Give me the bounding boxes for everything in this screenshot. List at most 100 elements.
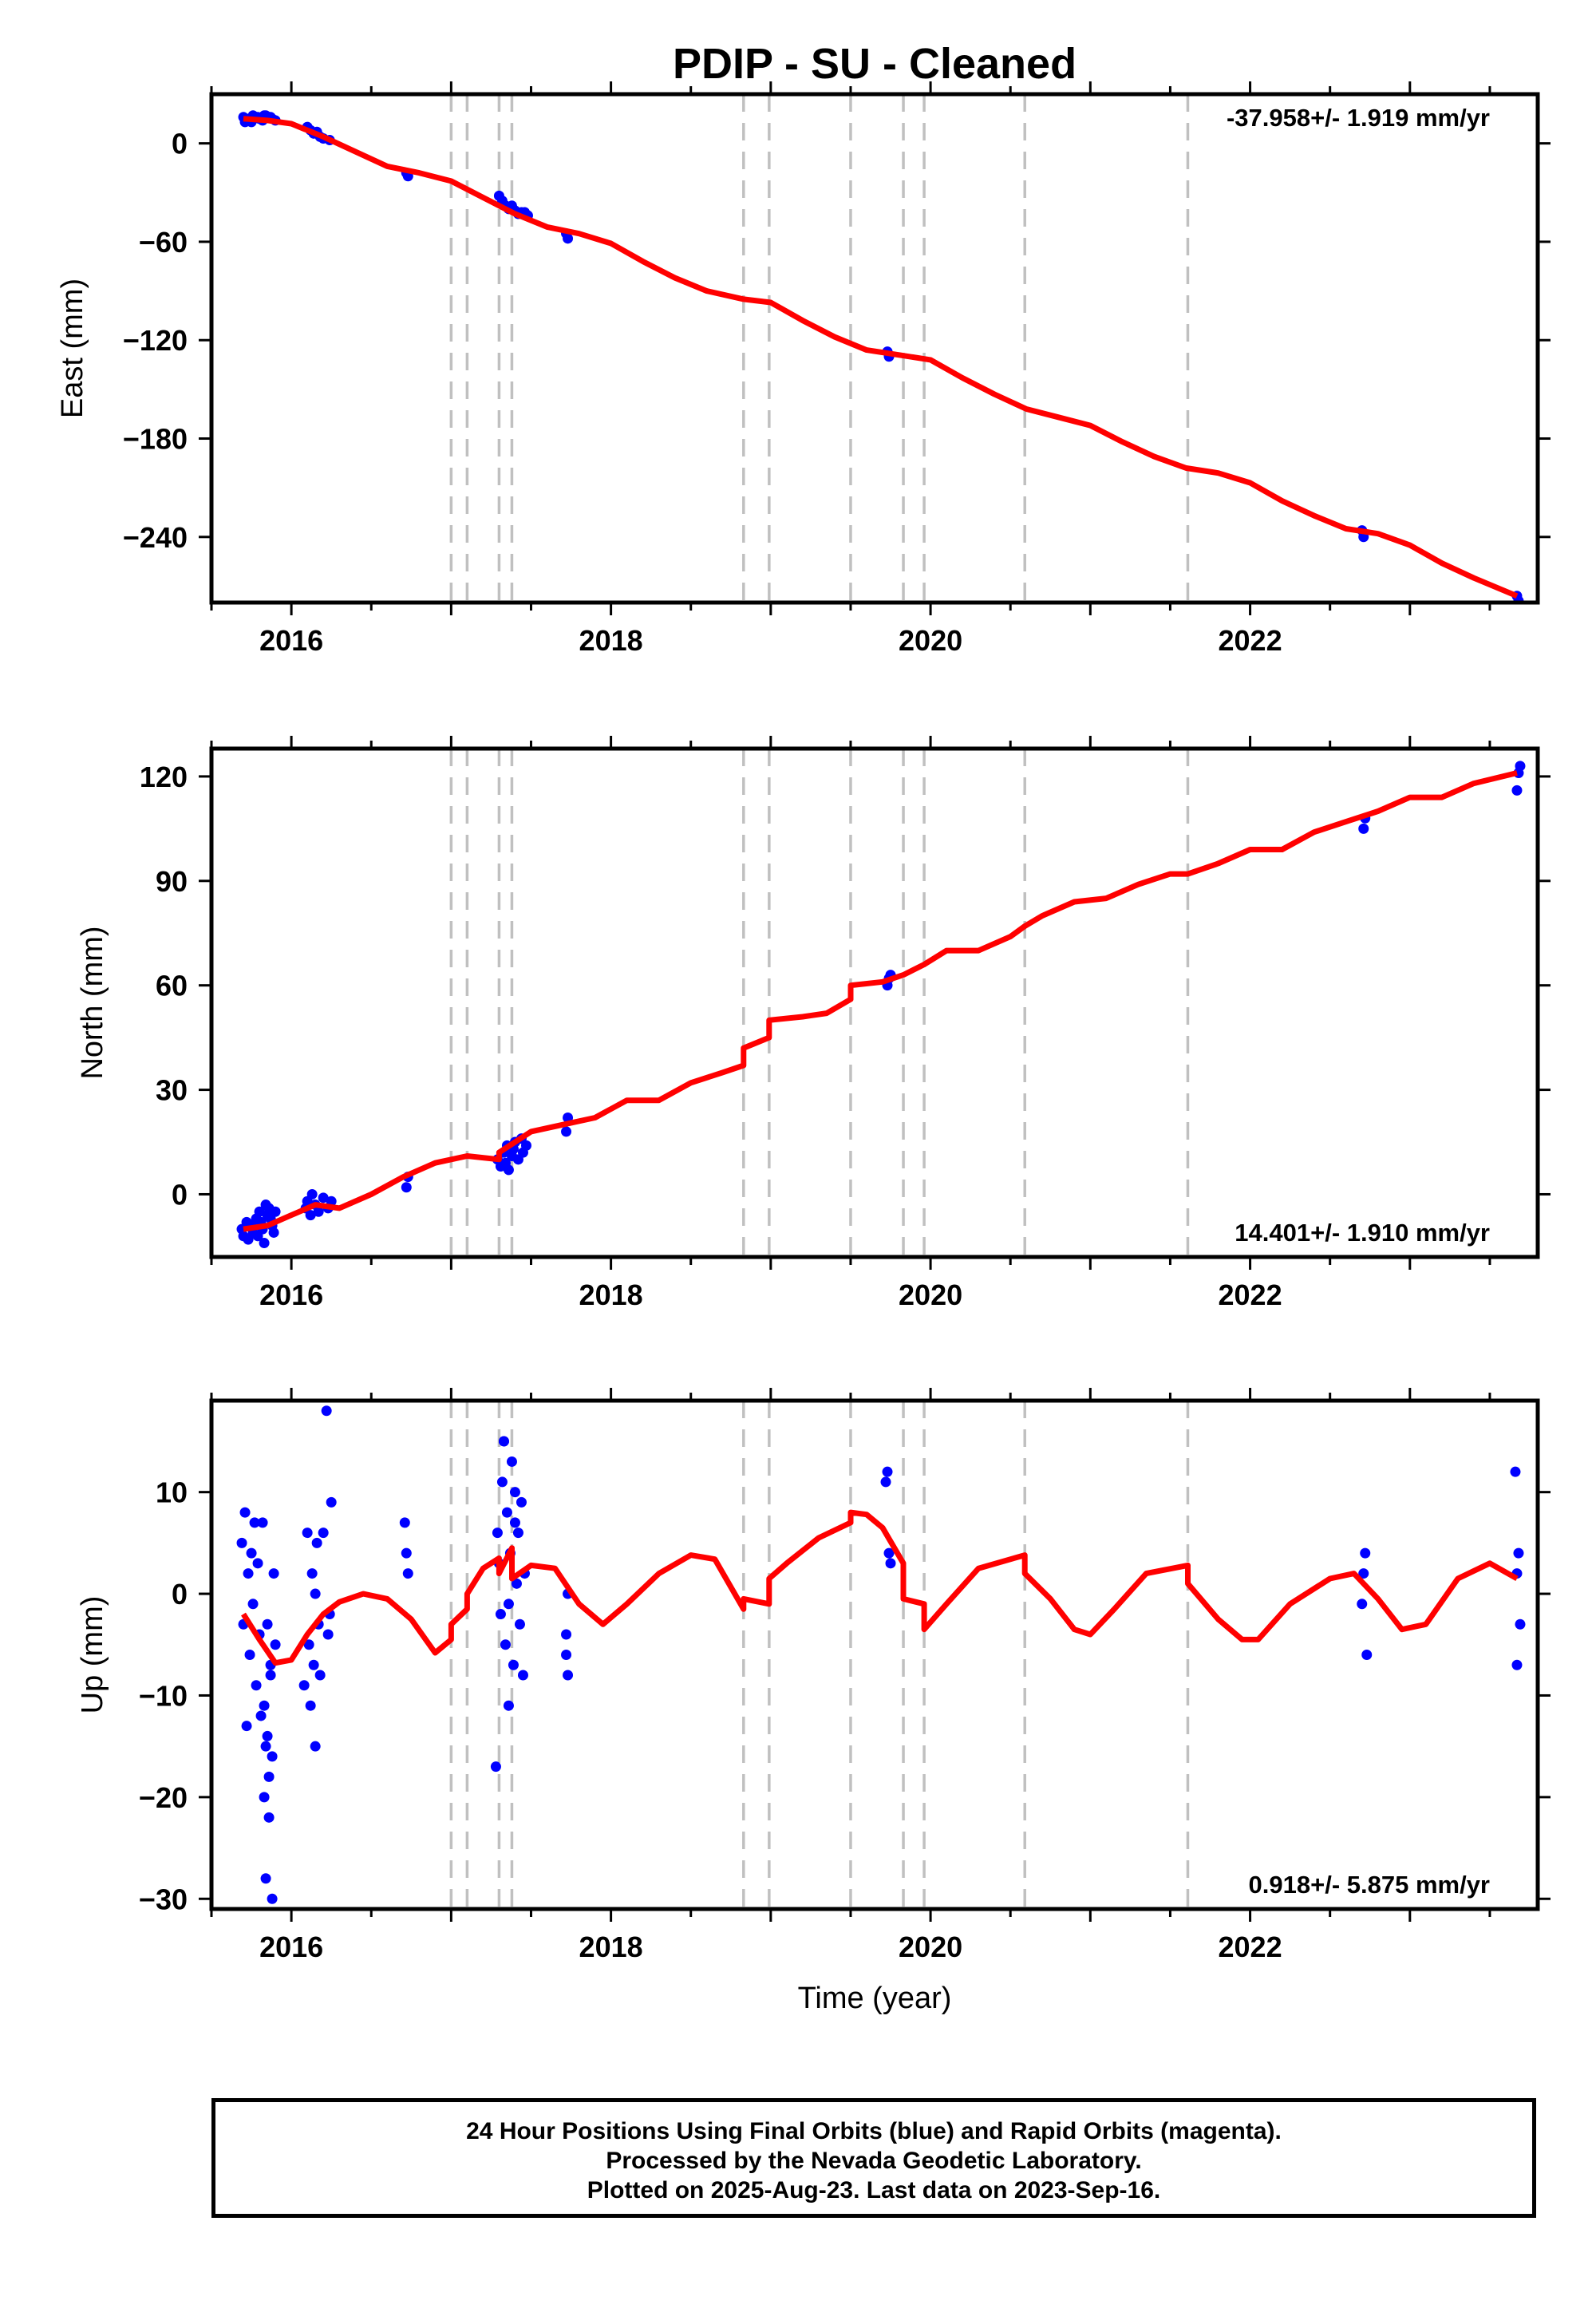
up-data-point	[501, 1507, 512, 1518]
up-data-point	[236, 1537, 247, 1548]
up-data-point	[268, 1568, 279, 1579]
east-x-tick-label: 2020	[899, 624, 962, 657]
up-data-point	[305, 1700, 316, 1711]
up-data-point	[561, 1650, 572, 1660]
north-observations	[236, 761, 1526, 1249]
east-observations	[238, 110, 1524, 603]
up-data-point	[265, 1670, 276, 1681]
north-data-point	[401, 1182, 412, 1193]
up-data-point	[260, 1873, 271, 1884]
footer-line-processor: Processed by the Nevada Geodetic Laborat…	[606, 2148, 1142, 2174]
up-observations	[236, 1405, 1526, 1904]
east-y-axis-title: East (mm)	[56, 279, 89, 418]
up-model-line	[241, 1509, 1519, 1666]
north-x-tick-label: 2018	[579, 1279, 643, 1311]
up-y-tick-label: −10	[139, 1679, 188, 1712]
up-data-point	[298, 1680, 310, 1691]
north-y-tick-label: 90	[156, 865, 188, 898]
up-x-tick-label: 2016	[259, 1931, 323, 1963]
up-data-point	[1360, 1547, 1371, 1559]
north-data-point	[503, 1164, 514, 1176]
up-data-point	[509, 1487, 520, 1498]
east-model-line	[243, 116, 1519, 599]
up-x-tick-label: 2022	[1219, 1931, 1282, 1963]
up-data-point	[246, 1547, 257, 1559]
east-rate-label: -37.958+/- 1.919 mm/yr	[1227, 104, 1490, 132]
up-data-point	[508, 1659, 519, 1670]
up-data-point	[243, 1568, 254, 1579]
north-x-tick-label: 2016	[259, 1279, 323, 1311]
north-data-point	[306, 1188, 318, 1199]
up-data-point	[252, 1558, 263, 1569]
up-data-point	[262, 1618, 273, 1630]
processing-info-box: 24 Hour Positions Using Final Orbits (bl…	[211, 2098, 1536, 2218]
north-data-point	[313, 1206, 324, 1217]
up-data-point	[885, 1558, 896, 1569]
east-x-tick-label: 2022	[1219, 624, 1282, 657]
up-data-point	[311, 1537, 322, 1548]
north-data-point	[561, 1126, 572, 1137]
north-data-point	[1511, 785, 1523, 796]
up-y-tick-label: −30	[139, 1883, 188, 1915]
up-data-point	[247, 1599, 259, 1610]
north-y-tick-label: 120	[140, 761, 188, 793]
up-data-point	[503, 1700, 514, 1711]
up-data-point	[1357, 1599, 1368, 1610]
up-data-point	[326, 1496, 337, 1508]
up-data-point	[399, 1517, 410, 1528]
up-data-point	[263, 1771, 275, 1782]
up-data-point	[503, 1599, 514, 1610]
up-data-point	[883, 1547, 895, 1559]
up-data-point	[517, 1670, 528, 1681]
up-data-point	[267, 1751, 278, 1762]
north-data-point	[326, 1196, 337, 1207]
north-data-point	[318, 1192, 329, 1203]
north-rate-label: 14.401+/- 1.910 mm/yr	[1235, 1219, 1490, 1247]
up-data-point	[318, 1528, 329, 1539]
up-data-point	[561, 1629, 572, 1640]
up-data-point	[310, 1741, 321, 1752]
up-data-point	[563, 1670, 574, 1681]
up-data-point	[322, 1629, 334, 1640]
footer-line-dates: Plotted on 2025-Aug-23. Last data on 202…	[587, 2177, 1161, 2203]
up-data-point	[496, 1476, 508, 1488]
up-data-point	[251, 1680, 262, 1691]
up-data-point	[495, 1609, 506, 1620]
figure-title: PDIP - SU - Cleaned	[673, 40, 1077, 88]
east-x-tick-label: 2018	[579, 624, 643, 657]
up-data-point	[1513, 1547, 1524, 1559]
north-data-point	[268, 1227, 279, 1238]
up-data-point	[270, 1639, 281, 1650]
north-data-point	[254, 1206, 265, 1217]
up-data-point	[259, 1700, 270, 1711]
north-y-axis-title: North (mm)	[76, 926, 109, 1079]
up-data-point	[321, 1405, 332, 1417]
north-y-tick-label: 0	[172, 1178, 188, 1211]
north-data-point	[1358, 823, 1369, 834]
east-panel: 2016 2018 2020 2022 −240 −180 −120 −60 0 East (mm…	[56, 81, 1551, 657]
east-y-tick-label: −60	[139, 226, 188, 259]
east-y-tick-label: −120	[123, 324, 188, 357]
up-data-point	[262, 1730, 273, 1741]
footer-line-orbits: 24 Hour Positions Using Final Orbits (bl…	[466, 2118, 1282, 2144]
up-data-point	[239, 1507, 251, 1518]
up-data-point	[306, 1568, 318, 1579]
up-data-point	[267, 1893, 278, 1904]
up-data-point	[244, 1650, 255, 1660]
north-panel: 2016 2018 2020 2022 0 30 60 90 120 North (mm) 14.4…	[76, 736, 1551, 1311]
up-data-point	[516, 1496, 527, 1508]
up-data-point	[1511, 1659, 1523, 1670]
up-data-point	[401, 1547, 412, 1559]
up-y-tick-label: 10	[156, 1476, 188, 1509]
north-x-tick-label: 2022	[1219, 1279, 1282, 1311]
up-data-point	[882, 1466, 893, 1477]
north-data-point	[259, 1238, 270, 1249]
east-data-point	[563, 233, 574, 244]
up-data-point	[302, 1528, 313, 1539]
up-data-point	[314, 1670, 326, 1681]
up-frame	[209, 1398, 1540, 1911]
up-y-tick-label: 0	[172, 1578, 188, 1611]
up-data-point	[1515, 1618, 1526, 1630]
up-data-point	[249, 1517, 260, 1528]
up-data-point	[512, 1528, 523, 1539]
